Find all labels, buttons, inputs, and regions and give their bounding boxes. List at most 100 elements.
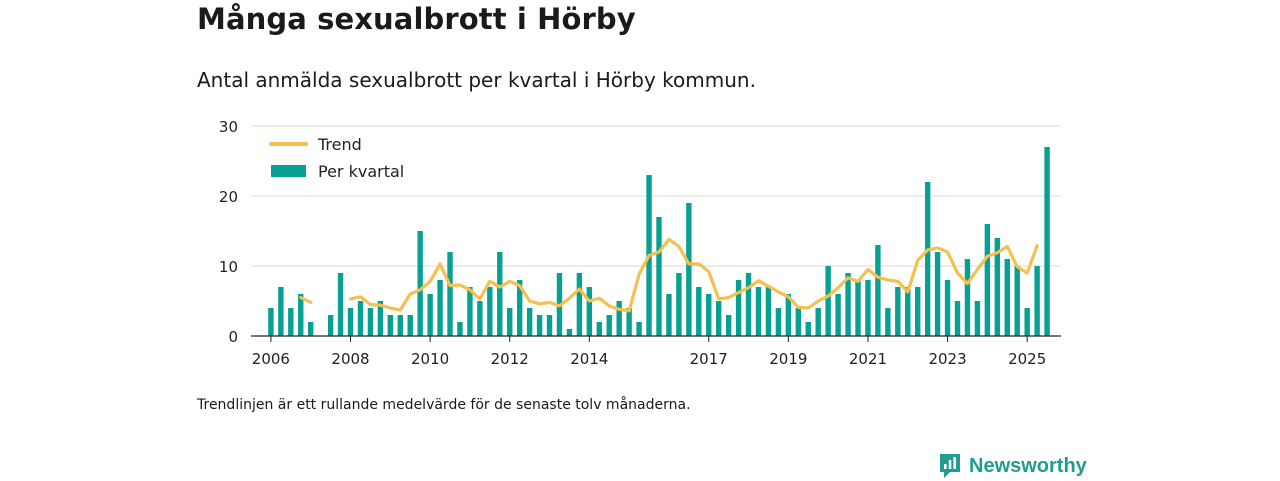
x-axis: 2006 2008 2010 2012 2014 2017 2019 2021 2023 2025 xyxy=(251,335,1061,368)
bar xyxy=(626,308,632,336)
grid-lines xyxy=(251,125,1061,267)
bar xyxy=(974,301,981,336)
bar xyxy=(487,287,493,336)
bar xyxy=(944,280,951,336)
bar xyxy=(805,322,811,336)
bar xyxy=(606,315,612,336)
brand-logo[interactable]: Newsworthy xyxy=(938,451,1087,481)
bar xyxy=(616,301,622,336)
x-tick-label: 2012 xyxy=(491,350,529,368)
bar xyxy=(666,294,672,336)
bar xyxy=(775,308,782,336)
bar xyxy=(1024,308,1030,336)
bar xyxy=(387,315,394,336)
bar xyxy=(885,308,891,336)
bar xyxy=(457,322,463,336)
bar xyxy=(686,203,692,336)
bar xyxy=(1014,266,1020,336)
x-tick-label: 2023 xyxy=(928,350,966,368)
bar xyxy=(964,259,971,336)
x-tick-label: 2008 xyxy=(331,350,369,368)
bar xyxy=(785,294,792,336)
bar xyxy=(586,287,593,336)
bar xyxy=(656,217,662,336)
brand-name: Newsworthy xyxy=(969,454,1087,477)
y-tick-label: 20 xyxy=(219,188,238,206)
footnote: Trendlinjen är ett rullande medelvärde f… xyxy=(197,397,691,413)
bar xyxy=(765,287,772,336)
bar xyxy=(835,294,841,336)
y-tick-label: 10 xyxy=(219,258,238,276)
bar xyxy=(526,308,533,336)
bar xyxy=(467,287,473,336)
x-tick-label: 2014 xyxy=(570,350,608,368)
bar xyxy=(596,322,602,336)
bar xyxy=(1034,266,1040,336)
bar xyxy=(327,315,334,336)
bar xyxy=(924,182,931,336)
y-axis: 0 10 20 30 xyxy=(219,118,238,346)
bar xyxy=(288,308,294,336)
x-tick-label: 2019 xyxy=(769,350,807,368)
bar xyxy=(676,273,682,336)
bar xyxy=(298,294,304,336)
bar xyxy=(367,308,374,336)
bar xyxy=(268,308,274,336)
legend-bar-label: Per kvartal xyxy=(318,162,404,181)
bar xyxy=(566,329,573,336)
bar xyxy=(915,287,921,336)
y-tick-label: 30 xyxy=(219,118,238,136)
chart-subtitle: Antal anmälda sexualbrott per kvartal i … xyxy=(197,68,756,92)
x-tick-label: 2021 xyxy=(849,350,887,368)
bar xyxy=(546,315,553,336)
x-tick-label: 2006 xyxy=(252,350,290,368)
bar xyxy=(377,301,384,336)
bar xyxy=(347,308,354,336)
trend-series xyxy=(299,237,1039,313)
chart-title: Många sexualbrott i Hörby xyxy=(197,2,636,36)
bar xyxy=(845,273,851,336)
bar xyxy=(895,287,901,336)
x-tick-label: 2010 xyxy=(411,350,449,368)
trend-line xyxy=(299,295,313,304)
bar xyxy=(745,273,752,336)
bar xyxy=(477,301,483,336)
bar xyxy=(954,301,961,336)
legend-bar-swatch xyxy=(271,165,306,177)
bar xyxy=(934,252,941,336)
bar xyxy=(337,273,344,336)
bar xyxy=(397,315,403,336)
y-tick-label: 0 xyxy=(228,328,238,346)
bar xyxy=(825,266,831,336)
bar xyxy=(357,301,364,336)
bar xyxy=(696,287,702,336)
bar xyxy=(865,280,871,336)
bar xyxy=(984,224,991,336)
bar xyxy=(1004,259,1010,336)
bar xyxy=(875,245,881,336)
bar xyxy=(1044,147,1050,336)
bar xyxy=(994,238,1001,336)
bar xyxy=(516,280,523,336)
bar xyxy=(735,280,742,336)
legend-trend-label: Trend xyxy=(317,135,362,154)
bar xyxy=(427,294,433,336)
bar xyxy=(447,252,453,336)
trend-line xyxy=(348,237,1039,313)
bar xyxy=(437,280,443,336)
bar xyxy=(755,287,762,336)
bar xyxy=(715,301,722,336)
newsworthy-icon xyxy=(940,454,960,478)
bar xyxy=(636,322,642,336)
bar xyxy=(407,315,413,336)
bar xyxy=(507,308,513,336)
bar xyxy=(497,252,503,336)
x-tick-label: 2025 xyxy=(1008,350,1046,368)
bar xyxy=(855,280,861,336)
bar xyxy=(576,273,583,336)
bar xyxy=(278,287,284,336)
bar xyxy=(536,315,543,336)
bar xyxy=(417,231,423,336)
bar xyxy=(706,294,712,336)
